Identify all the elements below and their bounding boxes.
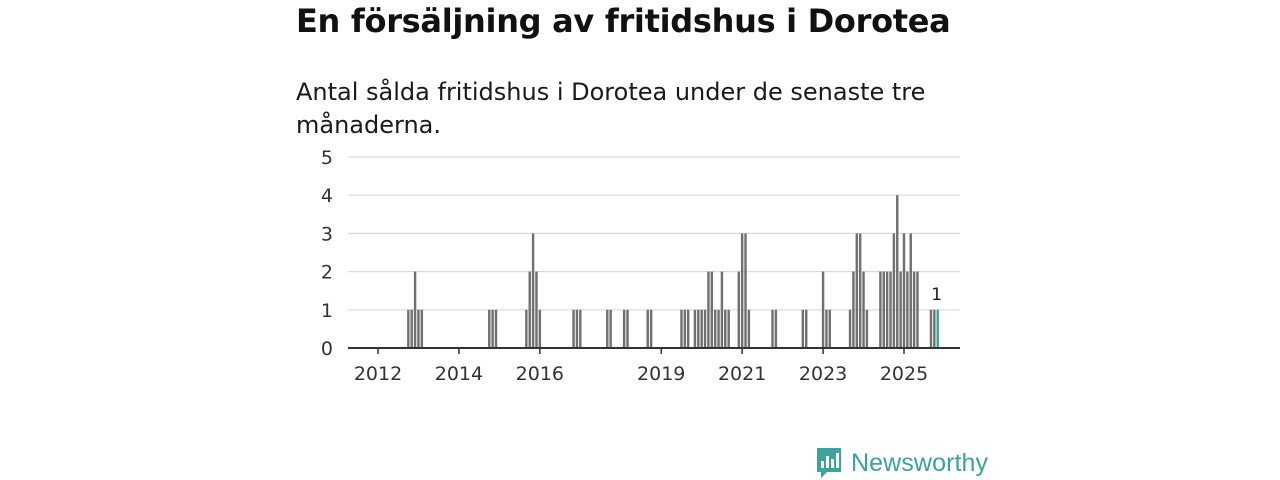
x-tick-label: 2025	[880, 363, 928, 385]
bar	[579, 309, 582, 348]
bar	[626, 309, 629, 348]
chart-subtitle: Antal sålda fritidshus i Dorotea under d…	[296, 78, 926, 139]
bar	[848, 309, 852, 348]
bar	[879, 271, 882, 348]
bar	[646, 309, 649, 348]
brand-name: Newsworthy	[851, 448, 989, 477]
bar	[572, 309, 575, 348]
bar	[491, 309, 494, 348]
bar	[707, 271, 710, 348]
y-axis-ticks: 0 1 2 3 4 5	[321, 147, 333, 360]
bar	[882, 271, 885, 348]
bar	[680, 309, 683, 348]
bar	[717, 309, 720, 348]
bar	[744, 233, 747, 348]
bar	[683, 309, 687, 348]
bar	[713, 309, 717, 348]
y-tick-label: 5	[321, 147, 333, 169]
bar	[933, 309, 936, 348]
bar	[805, 309, 808, 348]
bar	[771, 309, 774, 348]
bar	[740, 233, 744, 348]
chart-title: En försäljning av fritidshus i Dorotea	[296, 2, 951, 40]
x-tick-label: 2019	[637, 363, 685, 385]
bar	[912, 271, 916, 348]
bar	[909, 233, 912, 348]
bar	[649, 309, 653, 348]
bar	[896, 195, 899, 348]
bar	[609, 309, 612, 348]
bar	[686, 309, 690, 348]
bar	[525, 309, 528, 348]
bar	[737, 271, 740, 348]
bar	[852, 271, 855, 348]
bar	[892, 233, 896, 348]
bar	[858, 233, 862, 348]
bar	[889, 271, 892, 348]
bar-highlight	[936, 309, 939, 348]
y-tick-label: 1	[321, 300, 333, 322]
bar	[885, 271, 889, 348]
bar	[700, 309, 703, 348]
bar	[407, 309, 410, 348]
bar	[906, 271, 909, 348]
bar	[855, 233, 859, 348]
gridlines	[348, 156, 960, 311]
bars	[407, 195, 939, 348]
bar	[902, 233, 906, 348]
bar	[622, 309, 626, 348]
x-axis-ticks: 2012 2014 2016 2019 2021 2023 2025	[348, 347, 960, 385]
x-tick-label: 2014	[435, 363, 483, 385]
bar	[929, 309, 933, 348]
y-tick-label: 2	[321, 262, 333, 284]
bar	[693, 309, 697, 348]
bar	[747, 309, 751, 348]
bar	[821, 271, 825, 348]
newsworthy-brand[interactable]: Newsworthy	[815, 446, 988, 480]
bar	[494, 309, 498, 348]
x-tick-label: 2023	[799, 363, 847, 385]
bar	[727, 309, 730, 348]
data-label: 1	[931, 285, 942, 305]
bar	[774, 309, 778, 348]
bar	[417, 309, 420, 348]
bar-chart: 0 1 2 3 4 5 2012 2014 2016 2019 2021 2023 2025 1	[321, 147, 960, 385]
bar	[413, 271, 417, 348]
bar	[538, 309, 542, 348]
bar	[865, 309, 869, 348]
bar	[724, 309, 727, 348]
x-tick-label: 2016	[516, 363, 564, 385]
x-tick-label: 2012	[354, 363, 402, 385]
bar	[420, 309, 424, 348]
newsworthy-logo-icon	[817, 448, 841, 478]
y-tick-label: 0	[321, 338, 333, 360]
bar	[528, 271, 531, 348]
bar	[606, 309, 609, 348]
bar	[862, 271, 865, 348]
bar	[916, 271, 919, 348]
bar	[697, 309, 700, 348]
y-tick-label: 4	[321, 185, 333, 207]
bar	[575, 309, 579, 348]
bar	[710, 271, 714, 348]
bar	[488, 309, 491, 348]
bar	[535, 271, 538, 348]
x-tick-label: 2021	[718, 363, 766, 385]
bar	[531, 233, 535, 348]
annotations: 1	[931, 285, 942, 305]
bar	[703, 309, 707, 348]
bar	[801, 309, 805, 348]
bar	[825, 309, 828, 348]
y-tick-label: 3	[321, 223, 333, 245]
bar	[828, 309, 832, 348]
bar	[899, 271, 902, 348]
bar	[410, 309, 413, 348]
bar	[720, 271, 724, 348]
